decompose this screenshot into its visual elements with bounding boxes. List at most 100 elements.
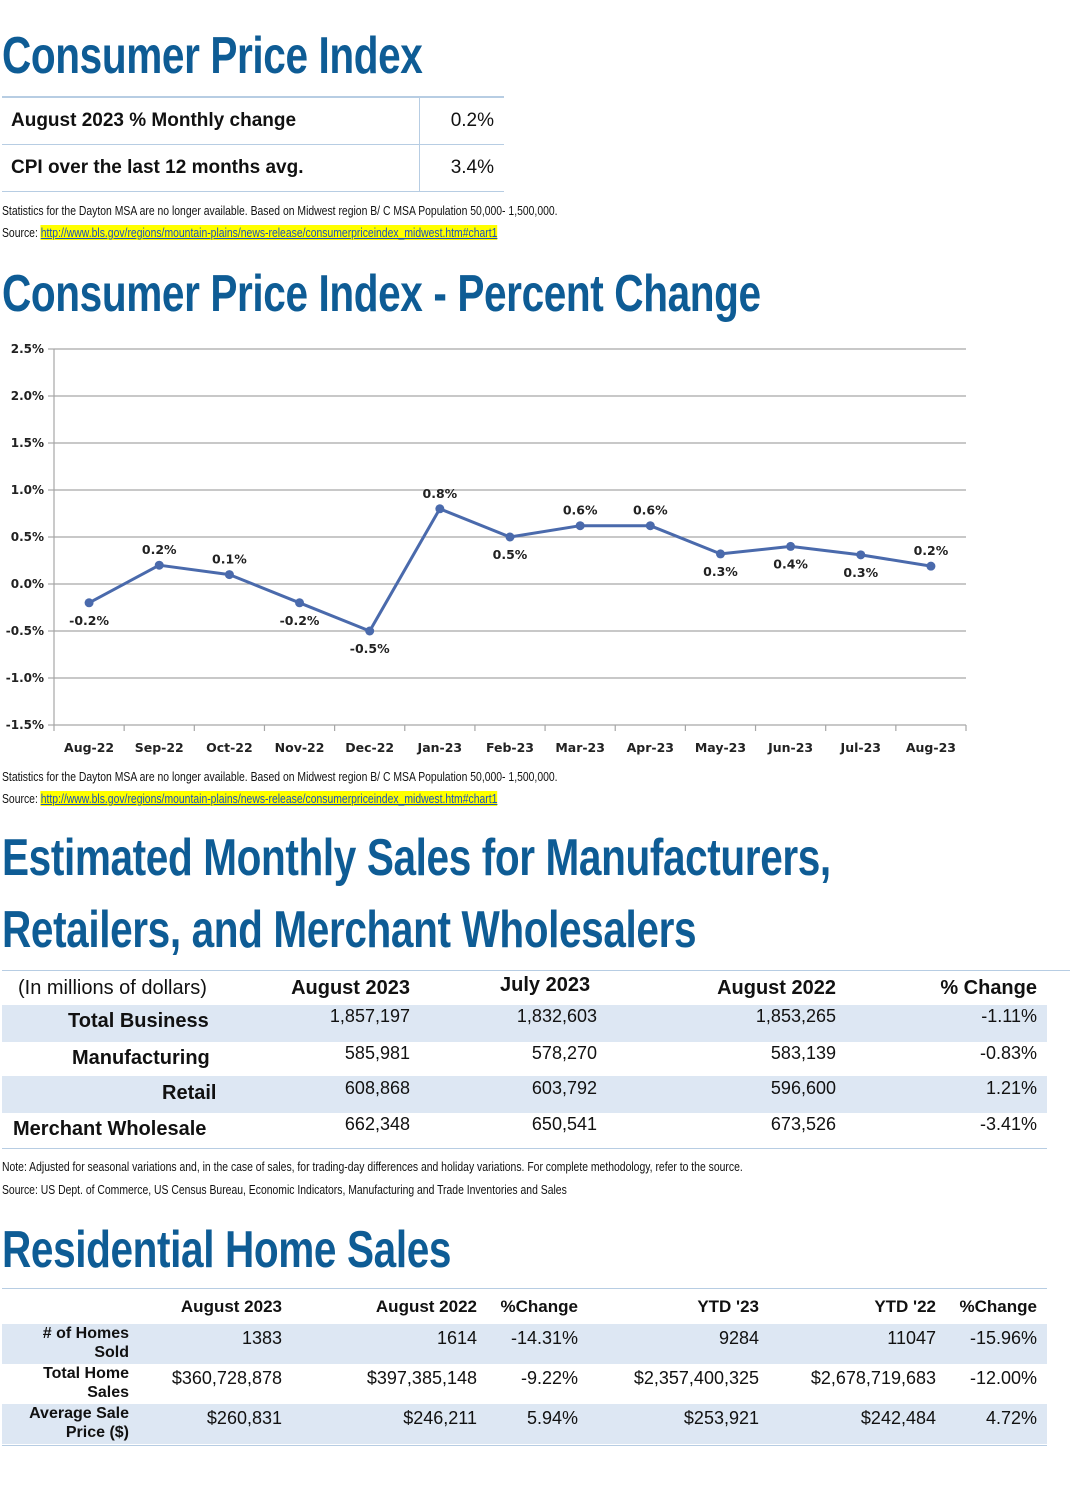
data-point bbox=[715, 549, 725, 559]
cpi-annual-label: CPI over the last 12 months avg. bbox=[2, 144, 420, 192]
cpi-title: Consumer Price Index bbox=[2, 27, 423, 85]
sales-cell: 662,348 bbox=[344, 1114, 410, 1134]
home-cell: 4.72% bbox=[985, 1408, 1037, 1428]
y-tick-label: 0.5% bbox=[11, 530, 44, 544]
home-cell: -9.22% bbox=[520, 1368, 578, 1388]
y-tick-label: 2.0% bbox=[11, 389, 44, 403]
home-row-label-line2: Sold bbox=[94, 1344, 129, 1361]
x-tick-label: Feb-23 bbox=[486, 740, 534, 755]
data-label: -0.2% bbox=[69, 613, 109, 628]
cpi-monthly-label: August 2023 % Monthly change bbox=[2, 96, 420, 145]
sales-header-row: (In millions of dollars) August 2023 Jul… bbox=[2, 972, 1047, 1009]
sales-bottom-rule bbox=[2, 1148, 1047, 1149]
cpi-chart-source-prefix: Source: bbox=[2, 791, 41, 806]
x-tick-label: May-23 bbox=[695, 740, 746, 755]
y-tick-label: 0.0% bbox=[11, 577, 44, 591]
home-cell: -15.96% bbox=[969, 1328, 1037, 1348]
cpi-note: Statistics for the Dayton MSA are no lon… bbox=[2, 203, 558, 218]
sales-note: Note: Adjusted for seasonal variations a… bbox=[2, 1159, 743, 1174]
table-row: Retail 608,868 603,792 596,600 1.21% bbox=[2, 1076, 1047, 1113]
cpi-annual-value: 3.4% bbox=[419, 144, 504, 192]
data-label: 0.6% bbox=[563, 503, 598, 518]
y-tick-label: -1.5% bbox=[6, 718, 44, 732]
y-tick-label: 1.5% bbox=[11, 436, 44, 450]
home-header: %Change bbox=[500, 1297, 578, 1316]
data-label: 0.5% bbox=[493, 547, 528, 562]
data-point bbox=[295, 598, 305, 608]
data-label: -0.5% bbox=[350, 641, 390, 656]
home-cell: $246,211 bbox=[403, 1408, 477, 1428]
data-point bbox=[645, 521, 655, 531]
x-tick-label: Sep-22 bbox=[135, 740, 184, 755]
home-cell: 9284 bbox=[718, 1328, 759, 1348]
cpi-monthly-value: 0.2% bbox=[419, 96, 504, 145]
home-cell: $397,385,148 bbox=[366, 1368, 477, 1388]
data-point bbox=[505, 532, 515, 542]
home-row-label-line1: Average Sale bbox=[29, 1405, 129, 1422]
x-tick-label: Aug-22 bbox=[64, 740, 114, 755]
home-header: YTD '22 bbox=[874, 1297, 936, 1316]
cpi-chart-source-link[interactable]: http://www.bls.gov/regions/mountain-plai… bbox=[40, 791, 498, 806]
sales-header-change: % Change bbox=[940, 977, 1037, 999]
x-tick-label: Jan-23 bbox=[417, 740, 463, 755]
home-top-rule bbox=[2, 1288, 1047, 1289]
sales-row-label: Manufacturing bbox=[72, 1047, 210, 1069]
sales-cell: -1.11% bbox=[981, 1006, 1037, 1026]
data-point bbox=[926, 561, 936, 571]
data-point bbox=[84, 598, 94, 608]
cpi-source-prefix: Source: bbox=[2, 225, 41, 240]
home-cell: $360,728,878 bbox=[171, 1368, 282, 1388]
data-point bbox=[856, 550, 866, 560]
cpi-row-annual: CPI over the last 12 months avg. 3.4% bbox=[2, 144, 504, 192]
table-row: Total Home Sales $360,728,878 $397,385,1… bbox=[2, 1364, 1047, 1404]
table-row: Total Business 1,857,197 1,832,603 1,853… bbox=[2, 1005, 1047, 1042]
y-tick-label: 2.5% bbox=[11, 342, 44, 356]
home-row-label-line2: Price ($) bbox=[65, 1424, 129, 1441]
table-row: Manufacturing 585,981 578,270 583,139 -0… bbox=[2, 1042, 1047, 1079]
home-cell: $2,357,400,325 bbox=[633, 1368, 759, 1388]
home-cell: $2,678,719,683 bbox=[810, 1368, 936, 1388]
sales-header-jul23: July 2023 bbox=[500, 974, 591, 996]
data-point bbox=[154, 560, 164, 570]
data-point bbox=[786, 541, 796, 551]
cpi-row-monthly: August 2023 % Monthly change 0.2% bbox=[2, 96, 504, 145]
y-tick-label: 1.0% bbox=[11, 483, 44, 497]
sales-header-aug23: August 2023 bbox=[291, 977, 410, 999]
x-tick-label: Jul-23 bbox=[840, 740, 881, 755]
y-tick-label: -1.0% bbox=[6, 671, 44, 685]
data-point bbox=[435, 504, 445, 514]
table-row: Average Sale Price ($) $260,831 $246,211… bbox=[2, 1404, 1047, 1444]
sales-row-label: Retail bbox=[162, 1082, 217, 1104]
sales-cell: 603,792 bbox=[531, 1078, 597, 1098]
table-row: Merchant Wholesale 662,348 650,541 673,5… bbox=[2, 1111, 1047, 1148]
home-cell: 11047 bbox=[887, 1328, 936, 1348]
sales-title-line1: Estimated Monthly Sales for Manufacturer… bbox=[2, 829, 831, 887]
x-tick-label: Oct-22 bbox=[206, 740, 253, 755]
cpi-chart-note: Statistics for the Dayton MSA are no lon… bbox=[2, 769, 558, 784]
data-label: 0.4% bbox=[773, 556, 808, 571]
home-header: %Change bbox=[959, 1297, 1037, 1316]
home-row-label-line1: # of Homes bbox=[42, 1325, 129, 1342]
x-tick-label: Mar-23 bbox=[555, 740, 605, 755]
sales-cell: 1,857,197 bbox=[329, 1006, 410, 1026]
data-label: -0.2% bbox=[280, 613, 320, 628]
home-header-row: August 2023 August 2022 %Change YTD '23 … bbox=[2, 1290, 1047, 1324]
sales-cell: 608,868 bbox=[344, 1078, 410, 1098]
home-cell: -14.31% bbox=[510, 1328, 578, 1348]
home-cell: $253,921 bbox=[683, 1408, 759, 1428]
sales-cell: 596,600 bbox=[770, 1078, 836, 1098]
home-cell: -12.00% bbox=[969, 1368, 1037, 1388]
home-row-label-line1: Total Home bbox=[43, 1365, 129, 1382]
sales-cell: 583,139 bbox=[770, 1043, 836, 1063]
sales-source: Source: US Dept. of Commerce, US Census … bbox=[2, 1182, 567, 1197]
y-tick-label: -0.5% bbox=[6, 624, 44, 638]
cpi-summary-table: August 2023 % Monthly change 0.2% CPI ov… bbox=[2, 96, 504, 192]
sales-cell: 1,832,603 bbox=[516, 1006, 597, 1026]
data-label: 0.3% bbox=[703, 564, 738, 579]
home-cell: 5.94% bbox=[526, 1408, 578, 1428]
table-row: # of Homes Sold 1383 1614 -14.31% 9284 1… bbox=[2, 1324, 1047, 1364]
cpi-source-link[interactable]: http://www.bls.gov/regions/mountain-plai… bbox=[40, 225, 498, 240]
home-cell: 1614 bbox=[436, 1328, 477, 1348]
home-header: August 2023 bbox=[180, 1297, 282, 1316]
data-label: 0.3% bbox=[843, 565, 878, 580]
